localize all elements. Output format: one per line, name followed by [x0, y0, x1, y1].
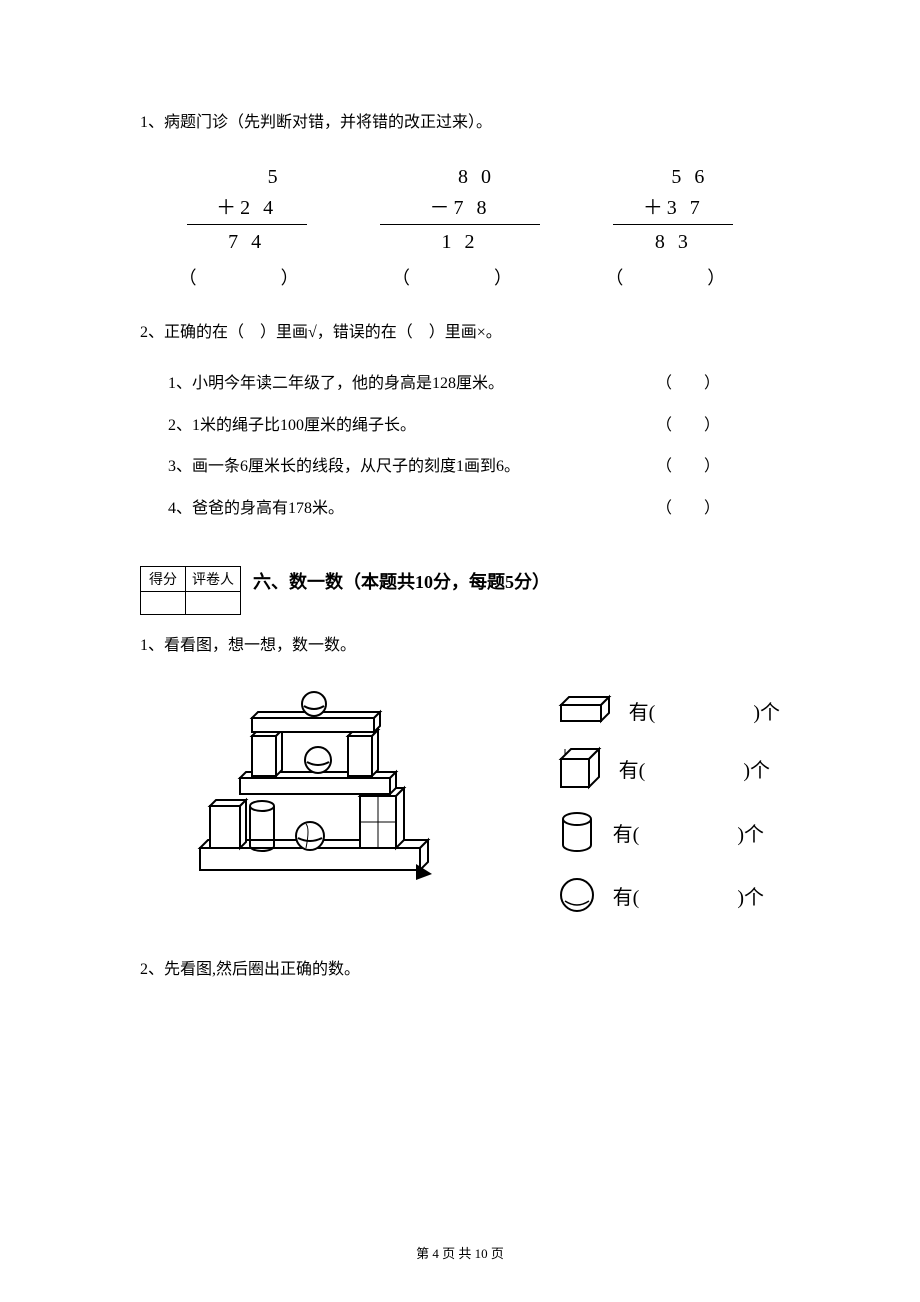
cuboid-suffix: )个 — [753, 696, 780, 725]
section6-header: 得分 评卷人 六、数一数（本题共10分，每题5分） — [140, 548, 780, 615]
arith-res-3: 8 3 — [655, 225, 692, 254]
arith-top-3: 5 6 — [638, 166, 708, 189]
shape-sphere-line: 有( )个 — [555, 873, 780, 917]
cuboid-prefix: 有( — [629, 696, 656, 725]
sphere-prefix: 有( — [613, 881, 640, 910]
sphere-suffix: )个 — [737, 881, 764, 910]
q2-item-1: 1、小明今年读二年级了，他的身高是128厘米。 （ ） — [168, 363, 780, 405]
q2-paren-3: （ ） — [656, 446, 720, 488]
cylinder-icon — [555, 809, 599, 855]
score-box: 得分 评卷人 — [140, 566, 241, 615]
arith-op-text-3: ＋3 7 — [643, 191, 704, 220]
q2-paren-1: （ ） — [656, 363, 720, 405]
arith-op-2: －7 8 — [380, 189, 540, 225]
page: 1、病题门诊（先判断对错，并将错的改正过来）。 5 ＋2 4 7 4 （ ） 8… — [0, 0, 920, 1302]
figure-row: 有( )个 有( )个 — [180, 688, 780, 917]
shape-cylinder-line: 有( )个 — [555, 809, 780, 855]
q2-item-4: 4、爸爸的身高有178米。 （ ） — [168, 488, 780, 530]
arith-paren-2: （ ） — [392, 264, 528, 290]
q2-item-3: 3、画一条6厘米长的线段，从尺子的刻度1画到6。 （ ） — [168, 446, 780, 488]
q2-paren-4: （ ） — [656, 488, 720, 530]
reviewer-cell — [186, 591, 241, 614]
arithmetic-row: 5 ＋2 4 7 4 （ ） 8 0 －7 8 1 2 （ ） 5 6 ＋3 7… — [140, 166, 780, 290]
shape-count-list: 有( )个 有( )个 — [555, 693, 780, 917]
q2-text-4: 4、爸爸的身高有178米。 — [168, 488, 344, 530]
arith-res-1: 7 4 — [228, 225, 265, 254]
page-footer: 第 4 页 共 10 页 — [0, 1243, 920, 1262]
arith-op-3: ＋3 7 — [613, 189, 733, 225]
sphere-icon — [555, 873, 599, 917]
q2-text-1: 1、小明今年读二年级了，他的身高是128厘米。 — [168, 363, 504, 405]
arith-paren-3: （ ） — [605, 264, 741, 290]
arith-res-2: 1 2 — [441, 225, 478, 254]
shape-cuboid-line: 有( )个 — [555, 693, 780, 727]
cuboid-icon — [555, 693, 615, 727]
cube-icon — [555, 745, 605, 791]
score-cell — [141, 591, 186, 614]
q2-item-2: 2、1米的绳子比100厘米的绳子长。 （ ） — [168, 405, 780, 447]
arith-op-text-2: －7 8 — [429, 191, 490, 220]
q1-prompt: 1、病题门诊（先判断对错，并将错的改正过来）。 — [140, 110, 780, 136]
cylinder-prefix: 有( — [613, 818, 640, 847]
q2-paren-2: （ ） — [656, 405, 720, 447]
shape-cube-line: 有( )个 — [555, 745, 780, 791]
arith-paren-1: （ ） — [179, 264, 315, 290]
cylinder-suffix: )个 — [737, 818, 764, 847]
arith-op-text-1: ＋2 4 — [216, 191, 277, 220]
arith-top-1: 5 — [212, 166, 282, 189]
s6-q2: 2、先看图,然后圈出正确的数。 — [140, 957, 780, 983]
arith-col-3: 5 6 ＋3 7 8 3 （ ） — [593, 166, 753, 290]
s6-q1: 1、看看图，想一想，数一数。 — [140, 633, 780, 659]
arith-col-1: 5 ＋2 4 7 4 （ ） — [167, 166, 327, 290]
q2-prompt: 2、正确的在（ ）里画√，错误的在（ ）里画×。 — [140, 320, 780, 346]
cube-prefix: 有( — [619, 754, 646, 783]
arith-col-2: 8 0 －7 8 1 2 （ ） — [380, 166, 540, 290]
q2-text-3: 3、画一条6厘米长的线段，从尺子的刻度1画到6。 — [168, 446, 520, 488]
blocks-figure — [180, 688, 450, 888]
section6-title: 六、数一数（本题共10分，每题5分） — [253, 568, 550, 594]
reviewer-label: 评卷人 — [186, 566, 241, 591]
arith-op-1: ＋2 4 — [187, 189, 307, 225]
q2-list: 1、小明今年读二年级了，他的身高是128厘米。 （ ） 2、1米的绳子比100厘… — [168, 363, 780, 529]
q2-text-2: 2、1米的绳子比100厘米的绳子长。 — [168, 405, 416, 447]
score-label: 得分 — [141, 566, 186, 591]
arith-top-2: 8 0 — [425, 166, 495, 189]
cube-suffix: )个 — [743, 754, 770, 783]
